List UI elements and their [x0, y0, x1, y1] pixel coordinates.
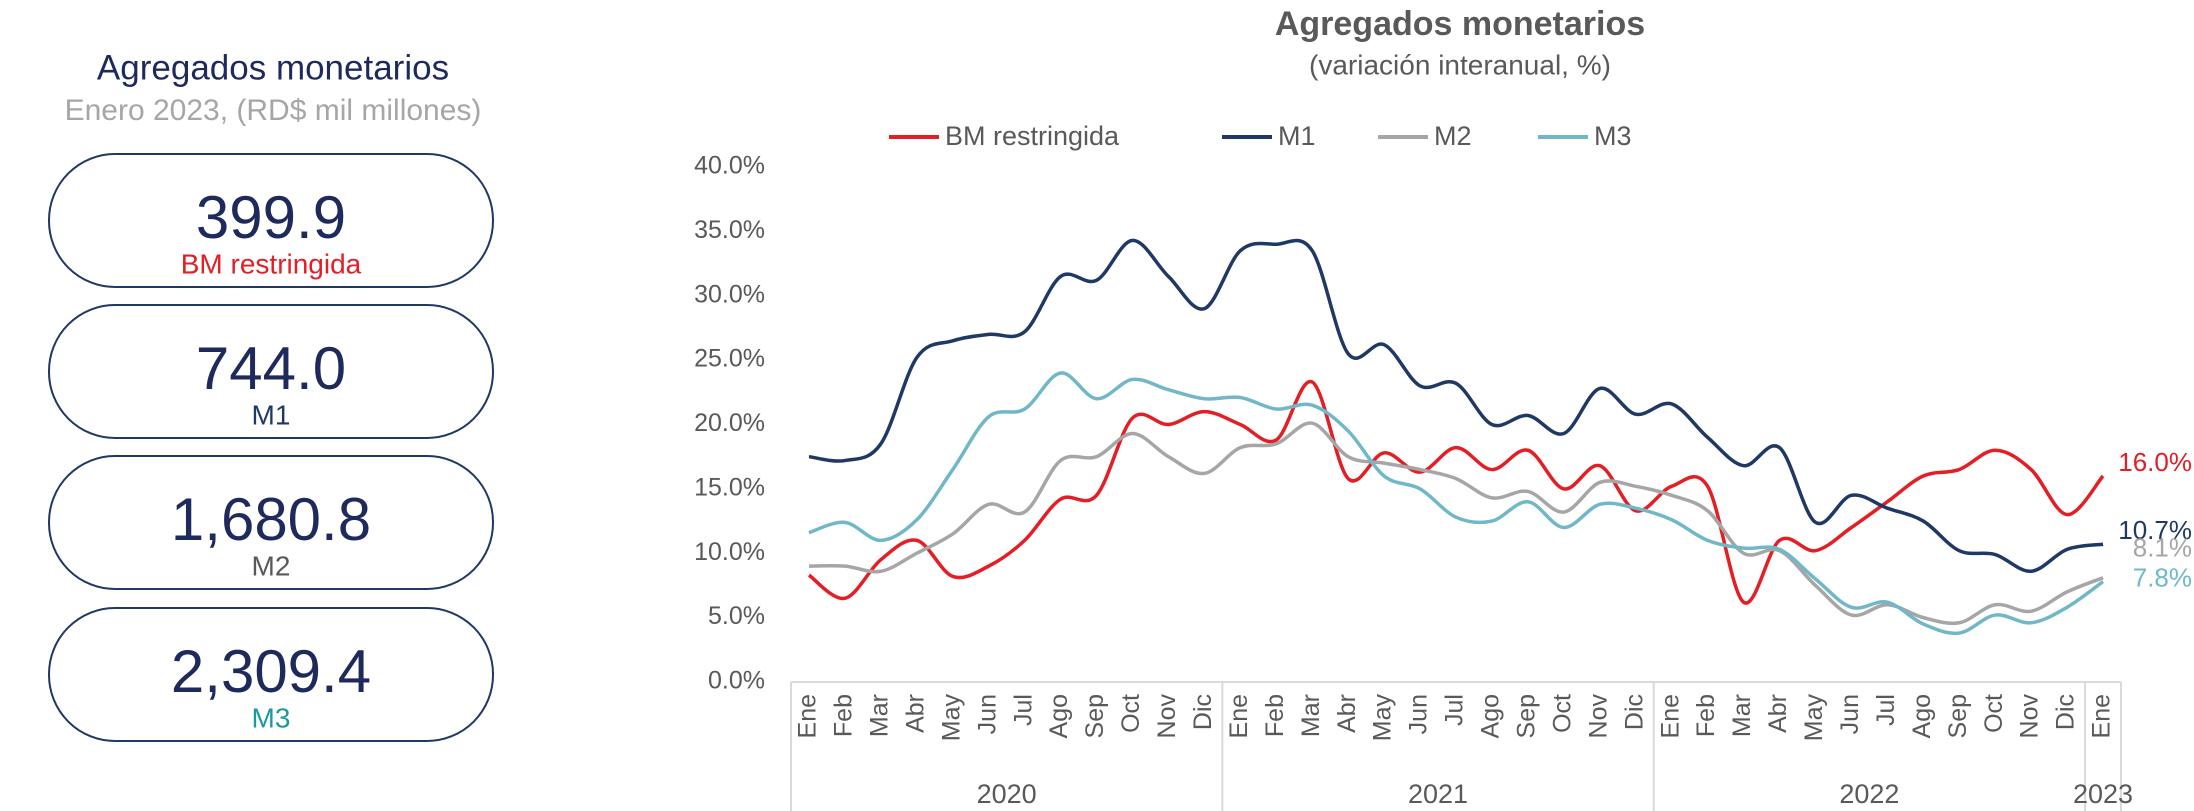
summary-title: Agregados monetarios	[97, 48, 449, 87]
card-value: 1,680.8	[171, 486, 371, 553]
series-line	[808, 238, 2104, 574]
summary-card	[48, 153, 494, 288]
x-tick-label: Nov	[1153, 694, 1181, 739]
card-value: 399.9	[196, 184, 346, 251]
chart-title: Agregados monetarios	[1275, 5, 1645, 43]
x-tick-label: Feb	[830, 694, 858, 737]
x-tick-label: Jun	[1405, 694, 1433, 734]
x-tick-label: Nov	[2016, 694, 2044, 739]
x-tick-label: Abr	[1333, 694, 1361, 733]
summary-card	[48, 455, 494, 590]
legend-label: M1	[1278, 121, 1316, 151]
x-tick-label: Ene	[794, 694, 822, 738]
x-tick-label: Jun	[973, 694, 1001, 734]
legend-label: M2	[1434, 121, 1472, 151]
x-tick-label: Feb	[1692, 694, 1720, 737]
x-tick-label: Ago	[1045, 694, 1073, 738]
y-tick-label: 25.0%	[694, 345, 765, 373]
card-label: BM restringida	[181, 248, 362, 279]
card-label: M1	[252, 399, 291, 430]
x-tick-label: Sep	[1513, 694, 1541, 738]
y-tick-label: 40.0%	[694, 152, 765, 180]
x-tick-label: Ago	[1908, 694, 1936, 738]
x-tick-label: Oct	[1980, 694, 2008, 733]
y-tick-label: 15.0%	[694, 473, 765, 501]
y-tick-label: 5.0%	[708, 602, 765, 630]
x-tick-label: Nov	[1584, 694, 1612, 739]
end-label: 7.8%	[2133, 562, 2192, 592]
y-tick-label: 0.0%	[708, 667, 765, 695]
x-tick-label: Mar	[1728, 694, 1756, 737]
x-tick-label: Sep	[1944, 694, 1972, 738]
x-tick-label: Oct	[1117, 694, 1145, 733]
end-label: 10.7%	[2118, 515, 2192, 545]
card-label: M3	[252, 702, 291, 733]
x-tick-label: May	[1369, 694, 1397, 742]
summary-card	[48, 304, 494, 439]
x-group-label: 2020	[977, 779, 1037, 809]
summary-card	[48, 607, 494, 742]
x-tick-label: Abr	[901, 694, 929, 733]
card-label: M2	[252, 550, 291, 581]
x-tick-label: Oct	[1548, 694, 1576, 733]
x-tick-label: Abr	[1764, 694, 1792, 733]
x-tick-label: Jul	[1872, 694, 1900, 726]
y-tick-label: 35.0%	[694, 216, 765, 244]
legend-label: BM restringida	[945, 121, 1120, 151]
x-tick-label: Mar	[1297, 694, 1325, 737]
x-tick-label: Ago	[1477, 694, 1505, 738]
x-tick-label: Ene	[1656, 694, 1684, 738]
x-group-label: 2021	[1408, 779, 1468, 809]
x-tick-label: Dic	[1189, 694, 1217, 730]
end-label: 16.0%	[2118, 447, 2192, 477]
y-tick-label: 30.0%	[694, 280, 765, 308]
x-tick-label: Sep	[1081, 694, 1109, 738]
x-tick-label: Mar	[865, 694, 893, 737]
x-tick-label: May	[937, 694, 965, 742]
y-tick-label: 20.0%	[694, 409, 765, 437]
x-tick-label: May	[1800, 694, 1828, 742]
y-tick-label: 10.0%	[694, 538, 765, 566]
card-value: 744.0	[196, 335, 346, 402]
end-label: 8.1%	[2133, 533, 2192, 563]
x-tick-label: Jul	[1009, 694, 1037, 726]
series-line	[807, 380, 2105, 605]
legend-label: M3	[1594, 121, 1632, 151]
series-line	[808, 421, 2104, 626]
x-tick-label: Dic	[2052, 694, 2080, 730]
x-tick-label: Feb	[1261, 694, 1289, 737]
x-group-label: 2023	[2073, 779, 2133, 809]
card-value: 2,309.4	[171, 638, 371, 705]
series-line	[808, 371, 2105, 636]
x-tick-label: Ene	[1225, 694, 1253, 738]
x-tick-label: Jul	[1441, 694, 1469, 726]
summary-subtitle: Enero 2023, (RD$ mil millones)	[65, 94, 482, 127]
x-tick-label: Jun	[1836, 694, 1864, 734]
x-group-label: 2022	[1839, 779, 1899, 809]
x-tick-label: Dic	[1620, 694, 1648, 730]
x-tick-label: Ene	[2088, 694, 2116, 738]
chart-subtitle: (variación interanual, %)	[1309, 49, 1611, 80]
